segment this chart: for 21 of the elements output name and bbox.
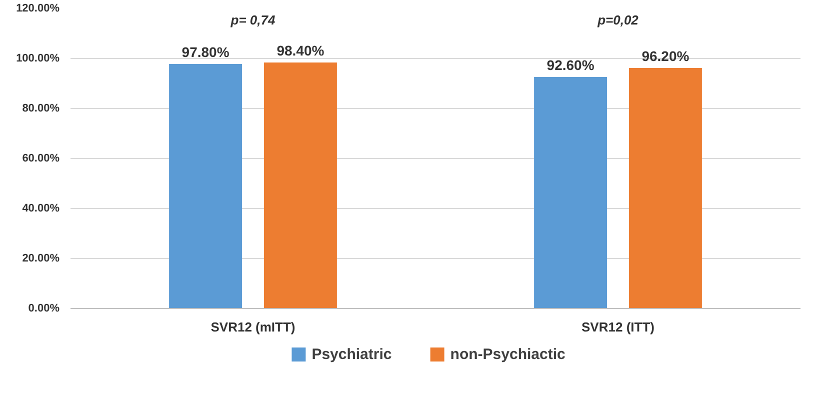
x-tick-label: SVR12 (mITT) xyxy=(210,320,296,334)
y-tick-label: 60.00% xyxy=(22,152,60,164)
bar xyxy=(169,64,242,308)
legend-label: Psychiatric xyxy=(312,346,392,363)
data-label: 98.40% xyxy=(276,42,325,58)
y-tick-label: 0.00% xyxy=(28,302,60,314)
y-tick-label: 40.00% xyxy=(22,202,60,214)
bar xyxy=(628,68,702,308)
data-label: 97.80% xyxy=(182,44,230,60)
annotation: p= 0,74 xyxy=(230,12,276,28)
y-tick-label: 20.00% xyxy=(22,252,60,264)
legend-label: non-Psychiactic xyxy=(450,346,566,363)
y-tick-label: 80.00% xyxy=(22,102,60,114)
x-tick-label: SVR12 (ITT) xyxy=(582,320,654,334)
y-tick-label: 120.00% xyxy=(16,2,60,14)
data-label: 96.20% xyxy=(642,48,690,64)
data-label: 92.60% xyxy=(546,57,595,73)
y-tick-label: 100.00% xyxy=(16,52,60,64)
annotation: p=0,02 xyxy=(596,12,640,28)
bar xyxy=(534,77,608,308)
bar xyxy=(264,62,337,308)
